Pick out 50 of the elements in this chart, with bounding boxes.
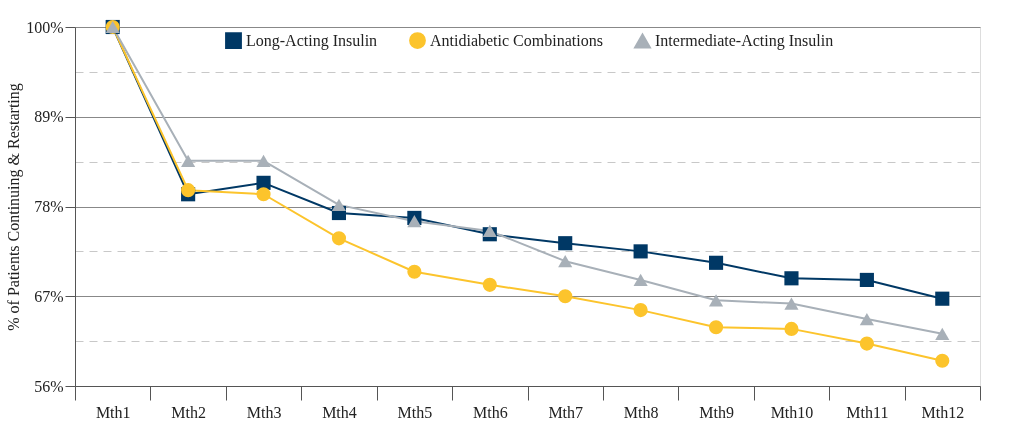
point: [256, 154, 271, 167]
x-tick-label: Mth6: [472, 403, 508, 421]
legend-label: Long-Acting Insulin: [246, 31, 378, 50]
x-tick-label: Mth1: [95, 403, 131, 421]
point: [935, 353, 950, 368]
point: [256, 187, 271, 202]
point: [633, 303, 648, 318]
y-tick-label: 100%: [26, 18, 64, 36]
point: [407, 215, 422, 228]
point: [633, 244, 648, 259]
x-tick-label: Mth9: [699, 403, 734, 421]
x-tick-label: Mth11: [846, 403, 889, 421]
point: [331, 198, 347, 211]
x-tick-label: Mth10: [770, 403, 814, 421]
point: [784, 297, 799, 310]
x-tick-label: Mth8: [623, 403, 659, 421]
x-tick-label: Mth3: [246, 403, 282, 421]
y-tick-label: 89%: [34, 108, 64, 126]
y-tick-label: 78%: [34, 198, 64, 215]
point: [708, 294, 724, 307]
point: [859, 336, 874, 351]
point: [935, 291, 950, 306]
legend-label: Antidiabetic Combinations: [430, 31, 603, 49]
x-tick-label: Mth5: [397, 403, 433, 421]
x-tick-label: Mth12: [921, 403, 965, 421]
point: [784, 321, 799, 336]
point: [181, 154, 196, 167]
point: [558, 255, 573, 268]
point: [708, 255, 724, 270]
point: [859, 272, 874, 287]
x-tick-label: Mth2: [171, 403, 206, 421]
point: [482, 224, 497, 238]
point: [331, 231, 347, 246]
y-tick-label: 67%: [34, 287, 64, 305]
y-tick-label: 56%: [34, 377, 64, 395]
point: [708, 320, 724, 335]
point: [859, 312, 874, 326]
point: [558, 236, 573, 251]
point: [407, 264, 422, 279]
x-tick-label: Mth7: [548, 403, 584, 421]
point: [181, 183, 196, 198]
point: [935, 327, 950, 340]
x-tick-label: Mth4: [322, 403, 357, 421]
legend-label: Intermediate-Acting Insulin: [655, 32, 834, 51]
y-axis-title: % of Patients Continuing & Restarting: [5, 83, 24, 331]
point: [256, 175, 271, 190]
point: [784, 271, 799, 286]
point: [482, 277, 497, 292]
point: [633, 273, 648, 287]
point: [558, 289, 573, 304]
